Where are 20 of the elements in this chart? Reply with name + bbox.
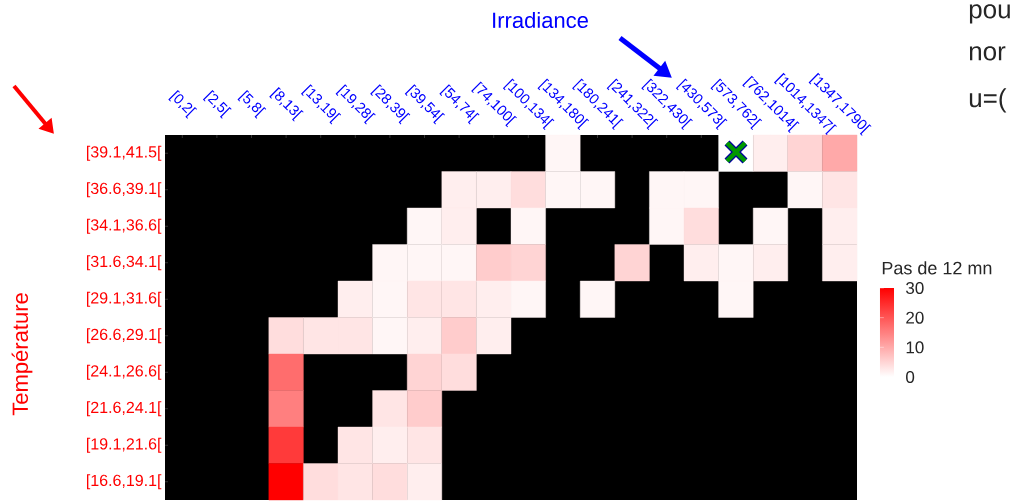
y-tick-label: [16.6,19.1[	[87, 474, 162, 490]
y-tick-label: [19.1,21.6[	[87, 437, 162, 453]
y-tick-label: [21.6,24.1[	[87, 401, 162, 417]
y-tick-label: [24.1,26.6[	[87, 364, 162, 380]
x-axis-title: Irradiance	[493, 11, 588, 29]
color-bar-label: 20	[906, 311, 924, 324]
y-tick-label: [34.1,36.6[	[87, 218, 162, 234]
y-axis-title: Température	[11, 293, 33, 416]
color-bar-label: 0	[906, 370, 915, 384]
y-tick-label: [26.6,29.1[	[87, 328, 162, 344]
color-bar-title: Pas de 12 mn	[882, 261, 992, 275]
text: pou	[969, 4, 1010, 24]
y-tick-label: [39.1,41.5[	[87, 145, 162, 161]
y-tick-label: [36.6,39.1[	[87, 182, 162, 198]
text: u=(	[969, 88, 1007, 113]
y-tick-label: [29.1,31.6[	[87, 291, 162, 307]
y-tick-label: [31.6,34.1[	[87, 255, 162, 271]
text: nor	[969, 46, 1006, 61]
color-bar-label: 30	[906, 281, 924, 295]
color-bar-label: 10	[906, 341, 924, 354]
